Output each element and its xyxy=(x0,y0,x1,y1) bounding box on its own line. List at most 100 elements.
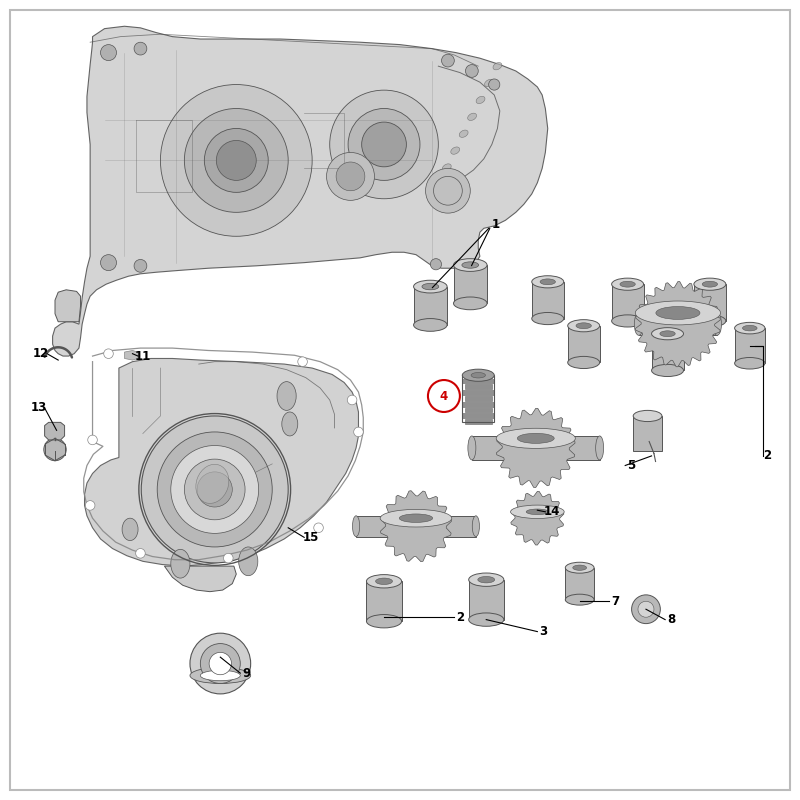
Ellipse shape xyxy=(282,412,298,436)
Circle shape xyxy=(101,45,117,61)
Ellipse shape xyxy=(568,320,600,332)
Text: 4: 4 xyxy=(440,390,448,402)
Ellipse shape xyxy=(122,518,138,541)
Text: 14: 14 xyxy=(543,506,560,518)
Ellipse shape xyxy=(734,358,765,369)
Ellipse shape xyxy=(462,369,494,382)
Ellipse shape xyxy=(510,505,564,518)
Circle shape xyxy=(209,652,231,674)
Ellipse shape xyxy=(742,326,757,331)
Ellipse shape xyxy=(568,356,600,369)
Ellipse shape xyxy=(468,436,476,460)
Ellipse shape xyxy=(277,382,296,410)
Bar xyxy=(454,265,487,303)
Ellipse shape xyxy=(462,262,478,268)
Ellipse shape xyxy=(476,96,485,104)
Bar xyxy=(472,436,600,460)
Bar xyxy=(465,419,492,424)
Ellipse shape xyxy=(540,279,555,285)
Ellipse shape xyxy=(526,509,549,514)
Ellipse shape xyxy=(190,667,250,683)
Ellipse shape xyxy=(651,328,683,340)
Ellipse shape xyxy=(651,364,683,377)
Circle shape xyxy=(184,459,245,520)
Text: 11: 11 xyxy=(134,350,151,362)
Ellipse shape xyxy=(469,613,504,626)
Circle shape xyxy=(44,438,66,461)
Ellipse shape xyxy=(170,550,190,578)
Ellipse shape xyxy=(660,331,675,337)
Ellipse shape xyxy=(422,283,438,290)
Circle shape xyxy=(442,54,454,67)
Text: 7: 7 xyxy=(611,594,620,608)
Bar xyxy=(694,284,726,321)
Text: 15: 15 xyxy=(302,531,318,544)
Circle shape xyxy=(204,129,268,192)
Circle shape xyxy=(158,432,272,547)
Ellipse shape xyxy=(633,410,662,422)
Text: 8: 8 xyxy=(667,613,676,626)
Text: 2: 2 xyxy=(763,450,771,462)
Circle shape xyxy=(170,446,258,534)
Polygon shape xyxy=(125,350,138,360)
Circle shape xyxy=(326,153,374,200)
Ellipse shape xyxy=(576,323,591,329)
Bar xyxy=(532,282,564,318)
Text: 9: 9 xyxy=(242,666,250,680)
Bar xyxy=(465,396,492,401)
Circle shape xyxy=(142,416,288,563)
Ellipse shape xyxy=(694,278,726,290)
Polygon shape xyxy=(165,566,236,592)
Ellipse shape xyxy=(366,574,402,588)
Circle shape xyxy=(362,122,406,167)
Text: 3: 3 xyxy=(540,625,548,638)
Ellipse shape xyxy=(414,280,447,293)
Ellipse shape xyxy=(493,62,502,70)
Circle shape xyxy=(638,602,654,618)
Circle shape xyxy=(354,427,363,437)
Ellipse shape xyxy=(469,573,504,586)
Bar xyxy=(638,313,717,335)
Ellipse shape xyxy=(566,594,594,605)
Circle shape xyxy=(223,554,233,563)
Ellipse shape xyxy=(518,434,554,443)
Circle shape xyxy=(88,435,98,445)
Ellipse shape xyxy=(468,113,477,121)
Bar xyxy=(651,334,683,370)
Ellipse shape xyxy=(485,79,494,86)
Circle shape xyxy=(184,109,288,212)
Ellipse shape xyxy=(713,313,722,335)
Ellipse shape xyxy=(459,130,468,138)
Circle shape xyxy=(336,162,365,190)
Circle shape xyxy=(631,595,660,624)
Circle shape xyxy=(161,85,312,236)
Polygon shape xyxy=(55,290,81,322)
Ellipse shape xyxy=(532,276,564,288)
Ellipse shape xyxy=(353,516,360,537)
Bar xyxy=(465,385,492,390)
Ellipse shape xyxy=(454,297,487,310)
Ellipse shape xyxy=(380,510,452,527)
Circle shape xyxy=(216,141,256,180)
Circle shape xyxy=(136,549,146,558)
Circle shape xyxy=(298,357,307,366)
Ellipse shape xyxy=(656,306,700,319)
Text: 12: 12 xyxy=(33,347,49,360)
Polygon shape xyxy=(45,422,65,440)
Ellipse shape xyxy=(399,514,433,522)
Circle shape xyxy=(101,254,117,270)
Bar xyxy=(414,286,447,325)
Circle shape xyxy=(430,258,442,270)
Ellipse shape xyxy=(471,373,486,378)
Circle shape xyxy=(426,169,470,213)
Circle shape xyxy=(134,42,147,55)
Bar xyxy=(462,390,494,395)
Ellipse shape xyxy=(454,258,487,271)
Ellipse shape xyxy=(532,313,564,325)
Circle shape xyxy=(104,349,114,358)
Ellipse shape xyxy=(450,147,460,154)
Bar xyxy=(356,516,476,537)
Bar xyxy=(462,414,494,418)
Circle shape xyxy=(314,523,323,533)
Polygon shape xyxy=(635,282,720,366)
